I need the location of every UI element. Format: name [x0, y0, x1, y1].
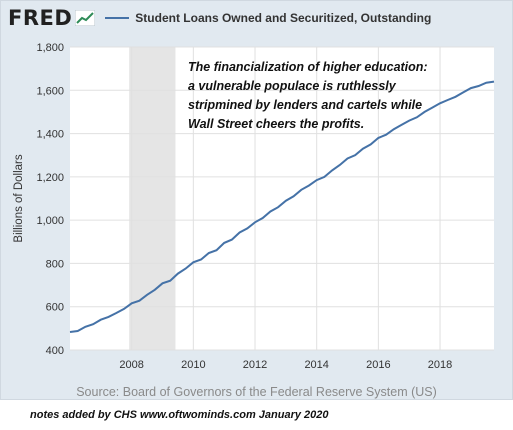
y-axis-label: Billions of Dollars	[13, 154, 25, 242]
y-tick-label: 600	[46, 302, 64, 314]
y-tick-label: 1,200	[36, 172, 64, 184]
annotation-line: a vulnerable populace is ruthlessly	[188, 79, 397, 93]
legend-label: Student Loans Owned and Securitized, Out…	[135, 11, 432, 25]
annotation-group: The financialization of higher education…	[188, 60, 428, 131]
line-chart-icon	[75, 10, 96, 26]
x-tick-label: 2008	[119, 359, 143, 371]
annotation-line: Wall Street cheers the profits.	[188, 117, 364, 131]
y-tick-label: 1,600	[36, 85, 64, 97]
chart-header: FRED Student Loans Owned and Securitized…	[8, 6, 431, 30]
legend-swatch	[105, 17, 130, 19]
x-tick-label: 2014	[304, 359, 328, 371]
notes-text: notes added by CHS www.oftwominds.com Ja…	[30, 409, 329, 421]
y-tick-label: 400	[46, 345, 64, 357]
x-tick-label: 2012	[243, 359, 267, 371]
series-group	[69, 80, 495, 333]
y-axis-ticks: 400 600 800 1,000 1,200 1,400 1,600 1,800	[36, 42, 64, 357]
x-axis-ticks: 2008 2010 2012 2014 2016 2018	[119, 359, 452, 371]
recession-band-group	[129, 47, 176, 350]
y-tick-label: 1,800	[36, 42, 64, 54]
series-line	[69, 80, 495, 333]
gridlines	[70, 46, 494, 351]
y-tick-label: 800	[46, 258, 64, 270]
recession-band	[129, 47, 176, 350]
source-text: Source: Board of Governors of the Federa…	[76, 385, 437, 399]
x-tick-label: 2018	[428, 359, 452, 371]
y-tick-label: 1,400	[36, 129, 64, 141]
fred-logo[interactable]: FRED	[8, 6, 73, 30]
annotation-line: The financialization of higher education…	[188, 60, 428, 74]
y-tick-label: 1,000	[36, 215, 64, 227]
x-tick-label: 2016	[366, 359, 390, 371]
annotation-line: stripmined by lenders and cartels while	[188, 98, 422, 112]
x-tick-label: 2010	[181, 359, 205, 371]
